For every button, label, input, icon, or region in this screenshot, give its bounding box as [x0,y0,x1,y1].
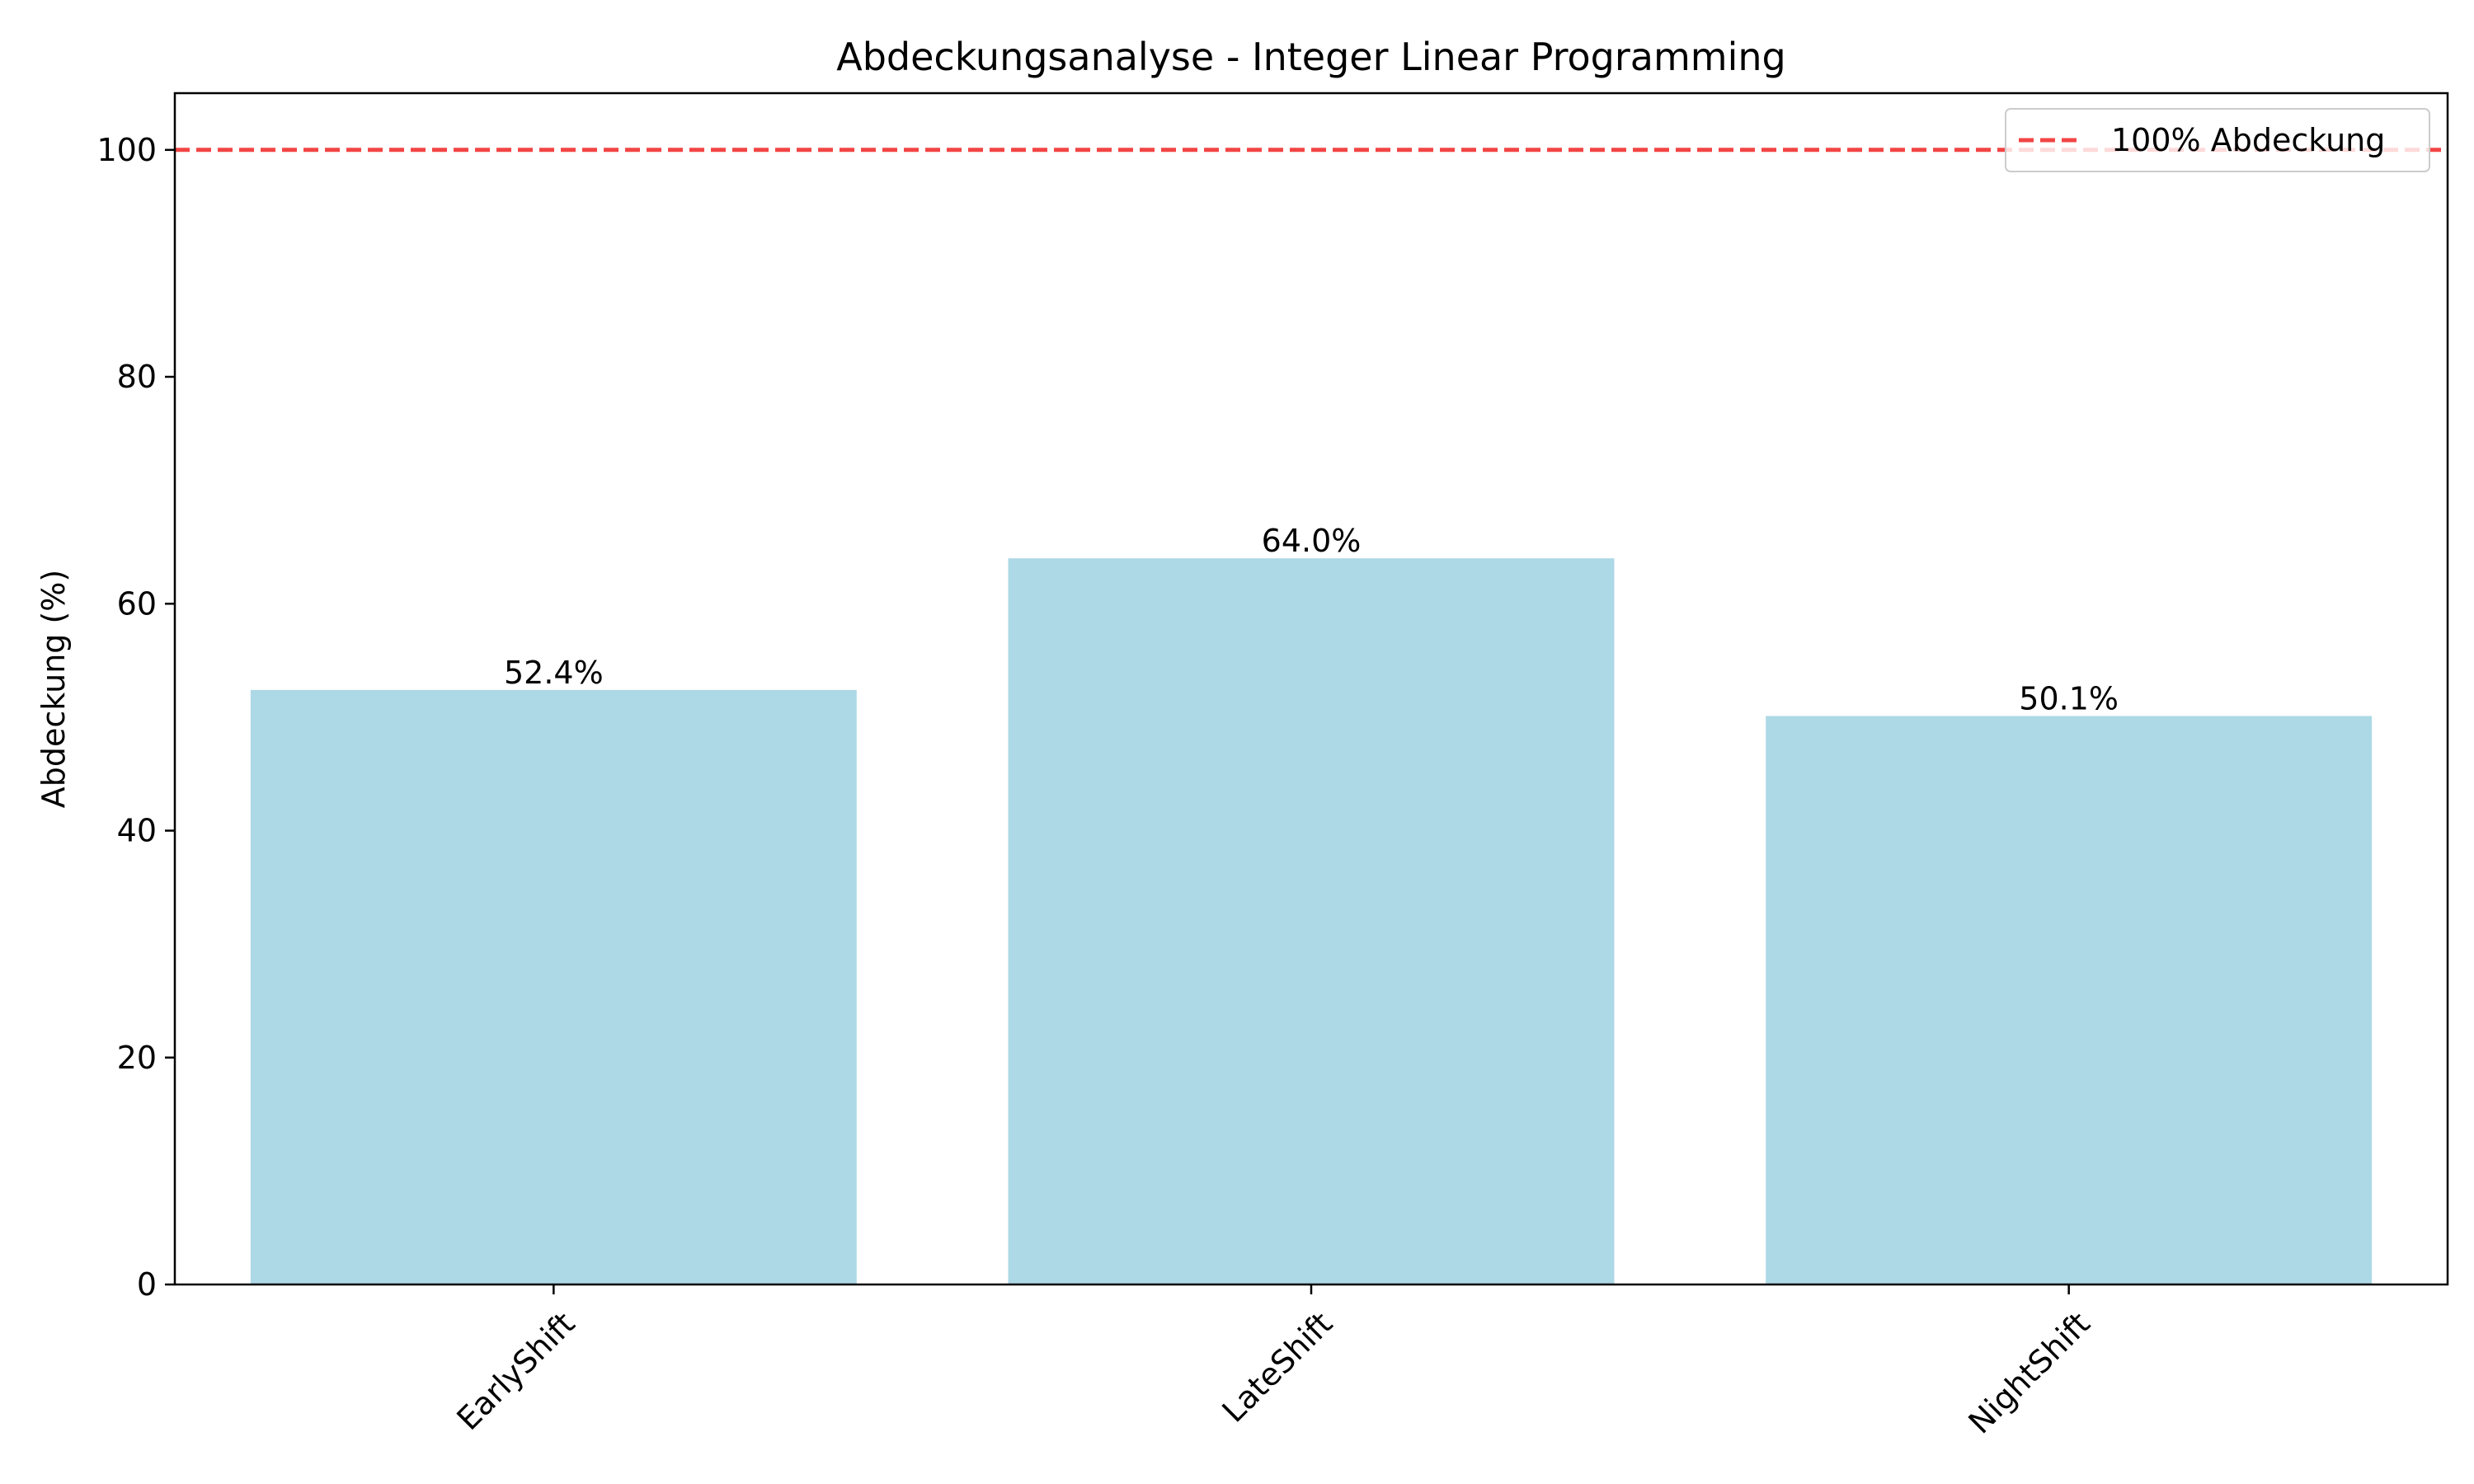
x-tick-label-lateshift: LateShift [1215,1305,1339,1430]
legend-entry-label: 100% Abdeckung [2111,122,2385,158]
bar-lateshift [1008,558,1615,1284]
y-tick-label: 60 [117,585,157,622]
bar-value-label: 52.4% [504,655,604,691]
y-axis-label: Abdeckung (%) [35,570,72,808]
y-tick-label: 100 [96,132,157,168]
x-tick-label-nightshift: NightShift [1961,1305,2096,1440]
bar-value-label: 64.0% [1262,523,1362,559]
bar-nightshift [1766,716,2373,1284]
y-tick-label: 0 [137,1266,157,1303]
y-tick-label: 40 [117,813,157,849]
y-tick-label: 80 [117,359,157,395]
legend-box [2005,108,2430,172]
chart-title: Abdeckungsanalyse - Integer Linear Progr… [836,35,1786,79]
bar-value-label: 50.1% [2019,681,2119,717]
y-tick-label: 20 [117,1040,157,1076]
legend: 100% Abdeckung [2005,108,2430,172]
x-tick-label-earlyshift: EarlyShift [449,1305,581,1437]
bar-earlyshift [250,689,857,1284]
plot-layer: 52.4% 64.0% 50.1% 0 20 40 60 80 100 EarlyShift Lat… [96,92,2449,1440]
